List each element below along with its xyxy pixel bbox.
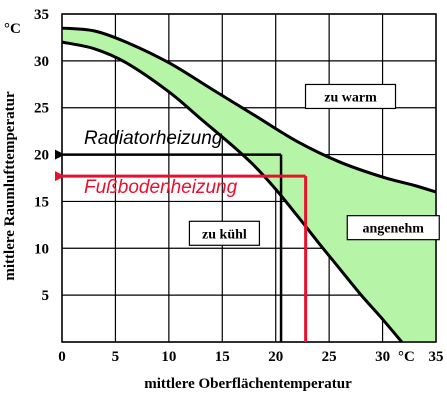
y-tick-label: 15: [34, 194, 49, 210]
y-tick-label: 35: [34, 7, 49, 23]
x-tick-label: 15: [215, 349, 230, 365]
x-tick-label: 0: [58, 349, 66, 365]
y-axis-title: mittlere Raumlufttemperatur: [2, 91, 18, 281]
x-tick-label: 10: [161, 349, 176, 365]
x-tick-label: 30: [375, 349, 390, 365]
region-label: zu kühl: [202, 227, 247, 242]
region-label-box: [304, 83, 397, 110]
region-label: angenehm: [363, 222, 425, 237]
comfort-upper-boundary: [61, 26, 437, 194]
x-tick-label: 5: [112, 349, 120, 365]
y-tick-label: 5: [42, 288, 50, 304]
region-label-box: [188, 220, 261, 246]
x-tick-label: 20: [268, 349, 283, 365]
region-label-box: [346, 215, 440, 241]
heating-annotations: Radiatorheizung Fußbodenheizung: [55, 128, 308, 342]
y-tick-label: 25: [34, 101, 49, 117]
annotation-label: Fußbodenheizung: [84, 177, 238, 198]
x-tick-label: 35: [429, 349, 444, 365]
x-tick-labels: 0 5 10 15 20 25 30 35: [58, 349, 443, 365]
y-unit-label: °C: [4, 21, 21, 37]
x-axis-title: mittlere Oberflächentemperatur: [144, 376, 352, 392]
comfort-band-area: [62, 28, 436, 343]
x-tick-label: 25: [322, 349, 337, 365]
region-labels: zu warm zu kühl angenehm: [188, 83, 440, 246]
y-tick-label: 10: [34, 241, 49, 257]
y-tick-label: 20: [34, 148, 49, 164]
x-unit-label: °C: [398, 349, 415, 365]
annotation-label: Radiatorheizung: [84, 128, 223, 149]
y-tick-label: 30: [34, 54, 49, 70]
region-label: zu warm: [324, 90, 377, 105]
y-tick-labels: 5 10 15 20 25 30 35: [34, 7, 49, 304]
